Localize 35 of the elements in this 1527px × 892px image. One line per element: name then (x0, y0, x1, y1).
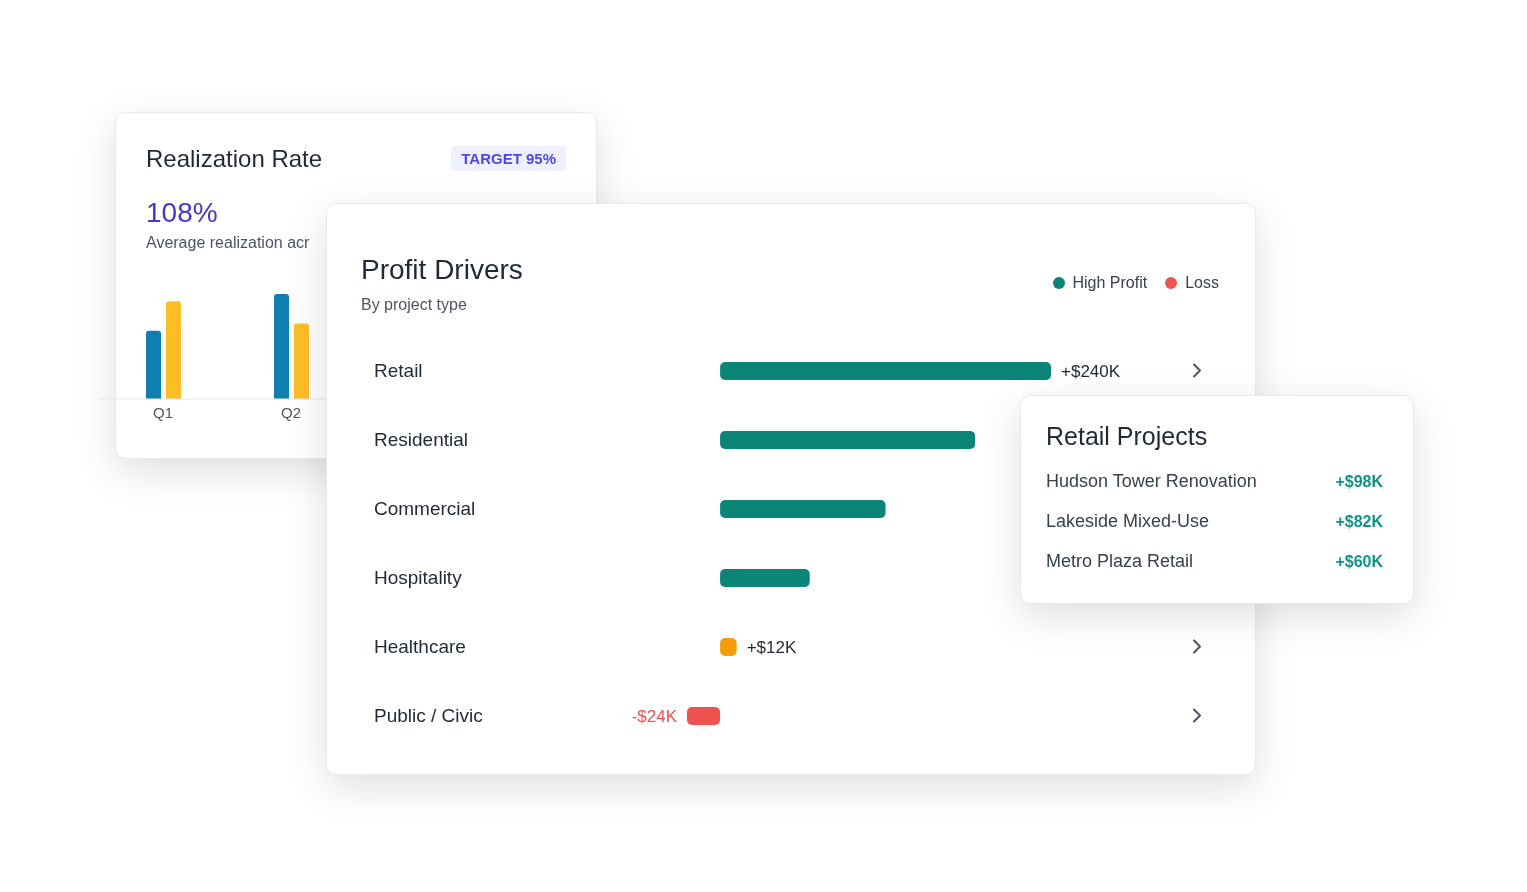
chart-title: Realization Rate (146, 145, 323, 172)
bar (720, 431, 976, 449)
chart-subtitle: Average realization acr (146, 234, 310, 251)
y-tick-label: Public / Civic (374, 704, 483, 726)
x-tick-label: Q2 (280, 403, 302, 421)
data-label: +$240K (1061, 362, 1121, 381)
x-tick-label: Q1 (152, 403, 174, 421)
text: 108% (146, 197, 218, 228)
bar (294, 323, 309, 399)
y-tick-label: Hospitality (374, 566, 463, 588)
bar (720, 362, 1051, 380)
bar (274, 294, 289, 399)
text: +$98K (1335, 473, 1383, 490)
text: TARGET 95% (461, 150, 556, 167)
bar (687, 707, 721, 725)
data-label: +$12K (746, 638, 797, 657)
y-tick-label: Retail (374, 359, 423, 381)
text: Profit Drivers (361, 254, 523, 285)
legend-label: High Profit (1072, 274, 1148, 292)
data-label: -$24K (631, 707, 678, 726)
bar (720, 569, 810, 587)
y-tick-label: Commercial (374, 497, 476, 519)
legend-label: Loss (1185, 274, 1219, 292)
bar (720, 500, 886, 518)
y-tick-label: Healthcare (374, 635, 466, 657)
annotation: Metro Plaza Retail (1046, 551, 1194, 571)
text: Retail Projects (1046, 422, 1208, 450)
bar (146, 330, 161, 399)
bar (166, 301, 181, 399)
text: +$60K (1335, 553, 1383, 570)
text: By project type (361, 296, 467, 313)
annotation: Hudson Tower Renovation (1046, 471, 1257, 491)
text: +$82K (1335, 513, 1383, 530)
y-tick-label: Residential (374, 428, 468, 450)
annotation: Lakeside Mixed-Use (1046, 511, 1210, 531)
